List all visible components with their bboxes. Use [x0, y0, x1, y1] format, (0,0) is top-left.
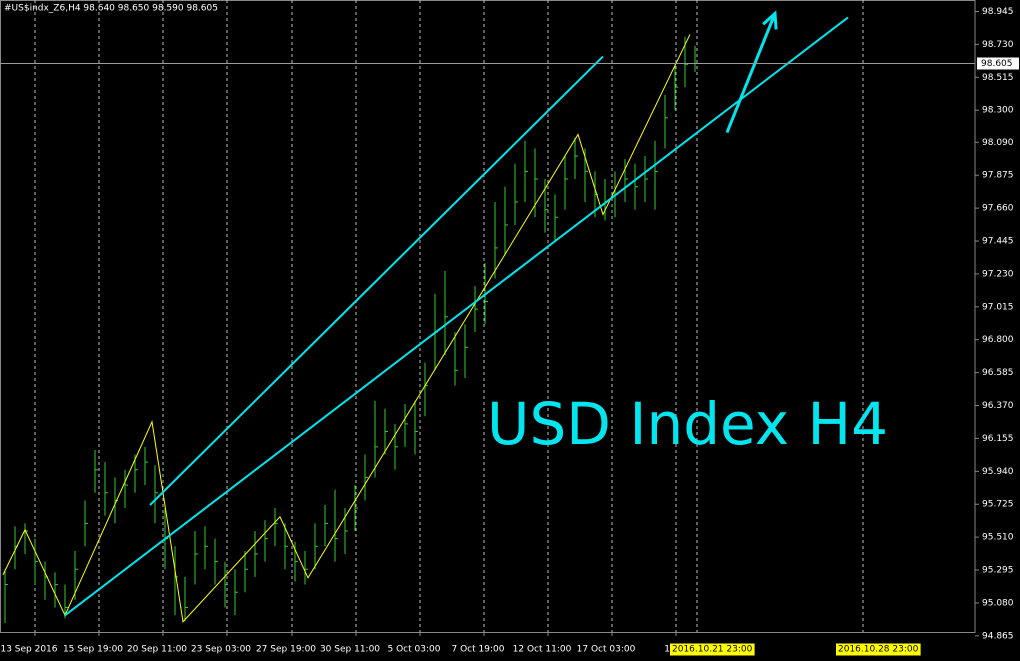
- x-tick-label: 30 Sep 11:00: [320, 645, 380, 655]
- y-tick-label: 94.865: [982, 631, 1014, 641]
- period-label-bg: [836, 643, 921, 656]
- period-label: 2016.10.28 23:00: [838, 645, 919, 655]
- y-tick-label: 98.945: [982, 7, 1014, 17]
- x-tick-label: 15 Sep 19:00: [63, 645, 123, 655]
- y-tick-label: 98.515: [982, 73, 1014, 83]
- x-tick-label: 12 Oct 11:00: [513, 645, 572, 655]
- y-tick-label: 95.080: [982, 598, 1014, 608]
- y-tick-label: 95.510: [982, 533, 1014, 543]
- y-tick-label: 97.875: [982, 171, 1014, 181]
- y-tick-label: 96.585: [982, 368, 1014, 378]
- x-tick-label: 17 Oct 03:00: [577, 645, 636, 655]
- price-label-bg: [977, 57, 1019, 70]
- period-label-bg: [670, 643, 755, 656]
- y-tick-label: 96.800: [982, 335, 1014, 345]
- trend-arrow: [725, 12, 777, 134]
- arrow-head: [762, 10, 778, 30]
- y-tick-label: 96.370: [982, 401, 1014, 411]
- chart-title: #US$indx_Z6,H4 98.640 98.650 98.590 98.6…: [4, 4, 218, 14]
- x-tick-label: 23 Sep 03:00: [191, 645, 251, 655]
- x-tick-label: 13 Sep 2016: [0, 645, 57, 655]
- x-tick-label: 20 Sep 11:00: [127, 645, 187, 655]
- period-label: 2016.10.21 23:00: [672, 645, 753, 655]
- y-tick-label: 98.300: [982, 106, 1014, 116]
- x-tick-label: 7 Oct 19:00: [452, 645, 505, 655]
- y-tick-label: 98.090: [982, 138, 1014, 148]
- channel-line: [64, 16, 849, 617]
- x-tick-label: 5 Oct 03:00: [388, 645, 441, 655]
- channel-line: [149, 55, 604, 506]
- y-tick-label: 96.155: [982, 434, 1014, 444]
- y-tick-label: 98.730: [982, 40, 1014, 50]
- y-tick-label: 95.940: [982, 467, 1014, 477]
- y-tick-label: 97.660: [982, 204, 1014, 214]
- y-tick-label: 97.445: [982, 237, 1014, 247]
- price-label: 98.605: [981, 59, 1013, 69]
- plot-frame: [0, 0, 976, 633]
- annotation: USD Index H4: [487, 390, 888, 458]
- zigzag-line: [2, 34, 691, 623]
- y-tick-label: 95.725: [982, 500, 1014, 510]
- y-tick-label: 97.015: [982, 302, 1014, 312]
- x-tick-label: 27 Sep 19:00: [256, 645, 316, 655]
- y-tick-label: 97.230: [982, 269, 1014, 279]
- y-tick-label: 95.295: [982, 566, 1014, 576]
